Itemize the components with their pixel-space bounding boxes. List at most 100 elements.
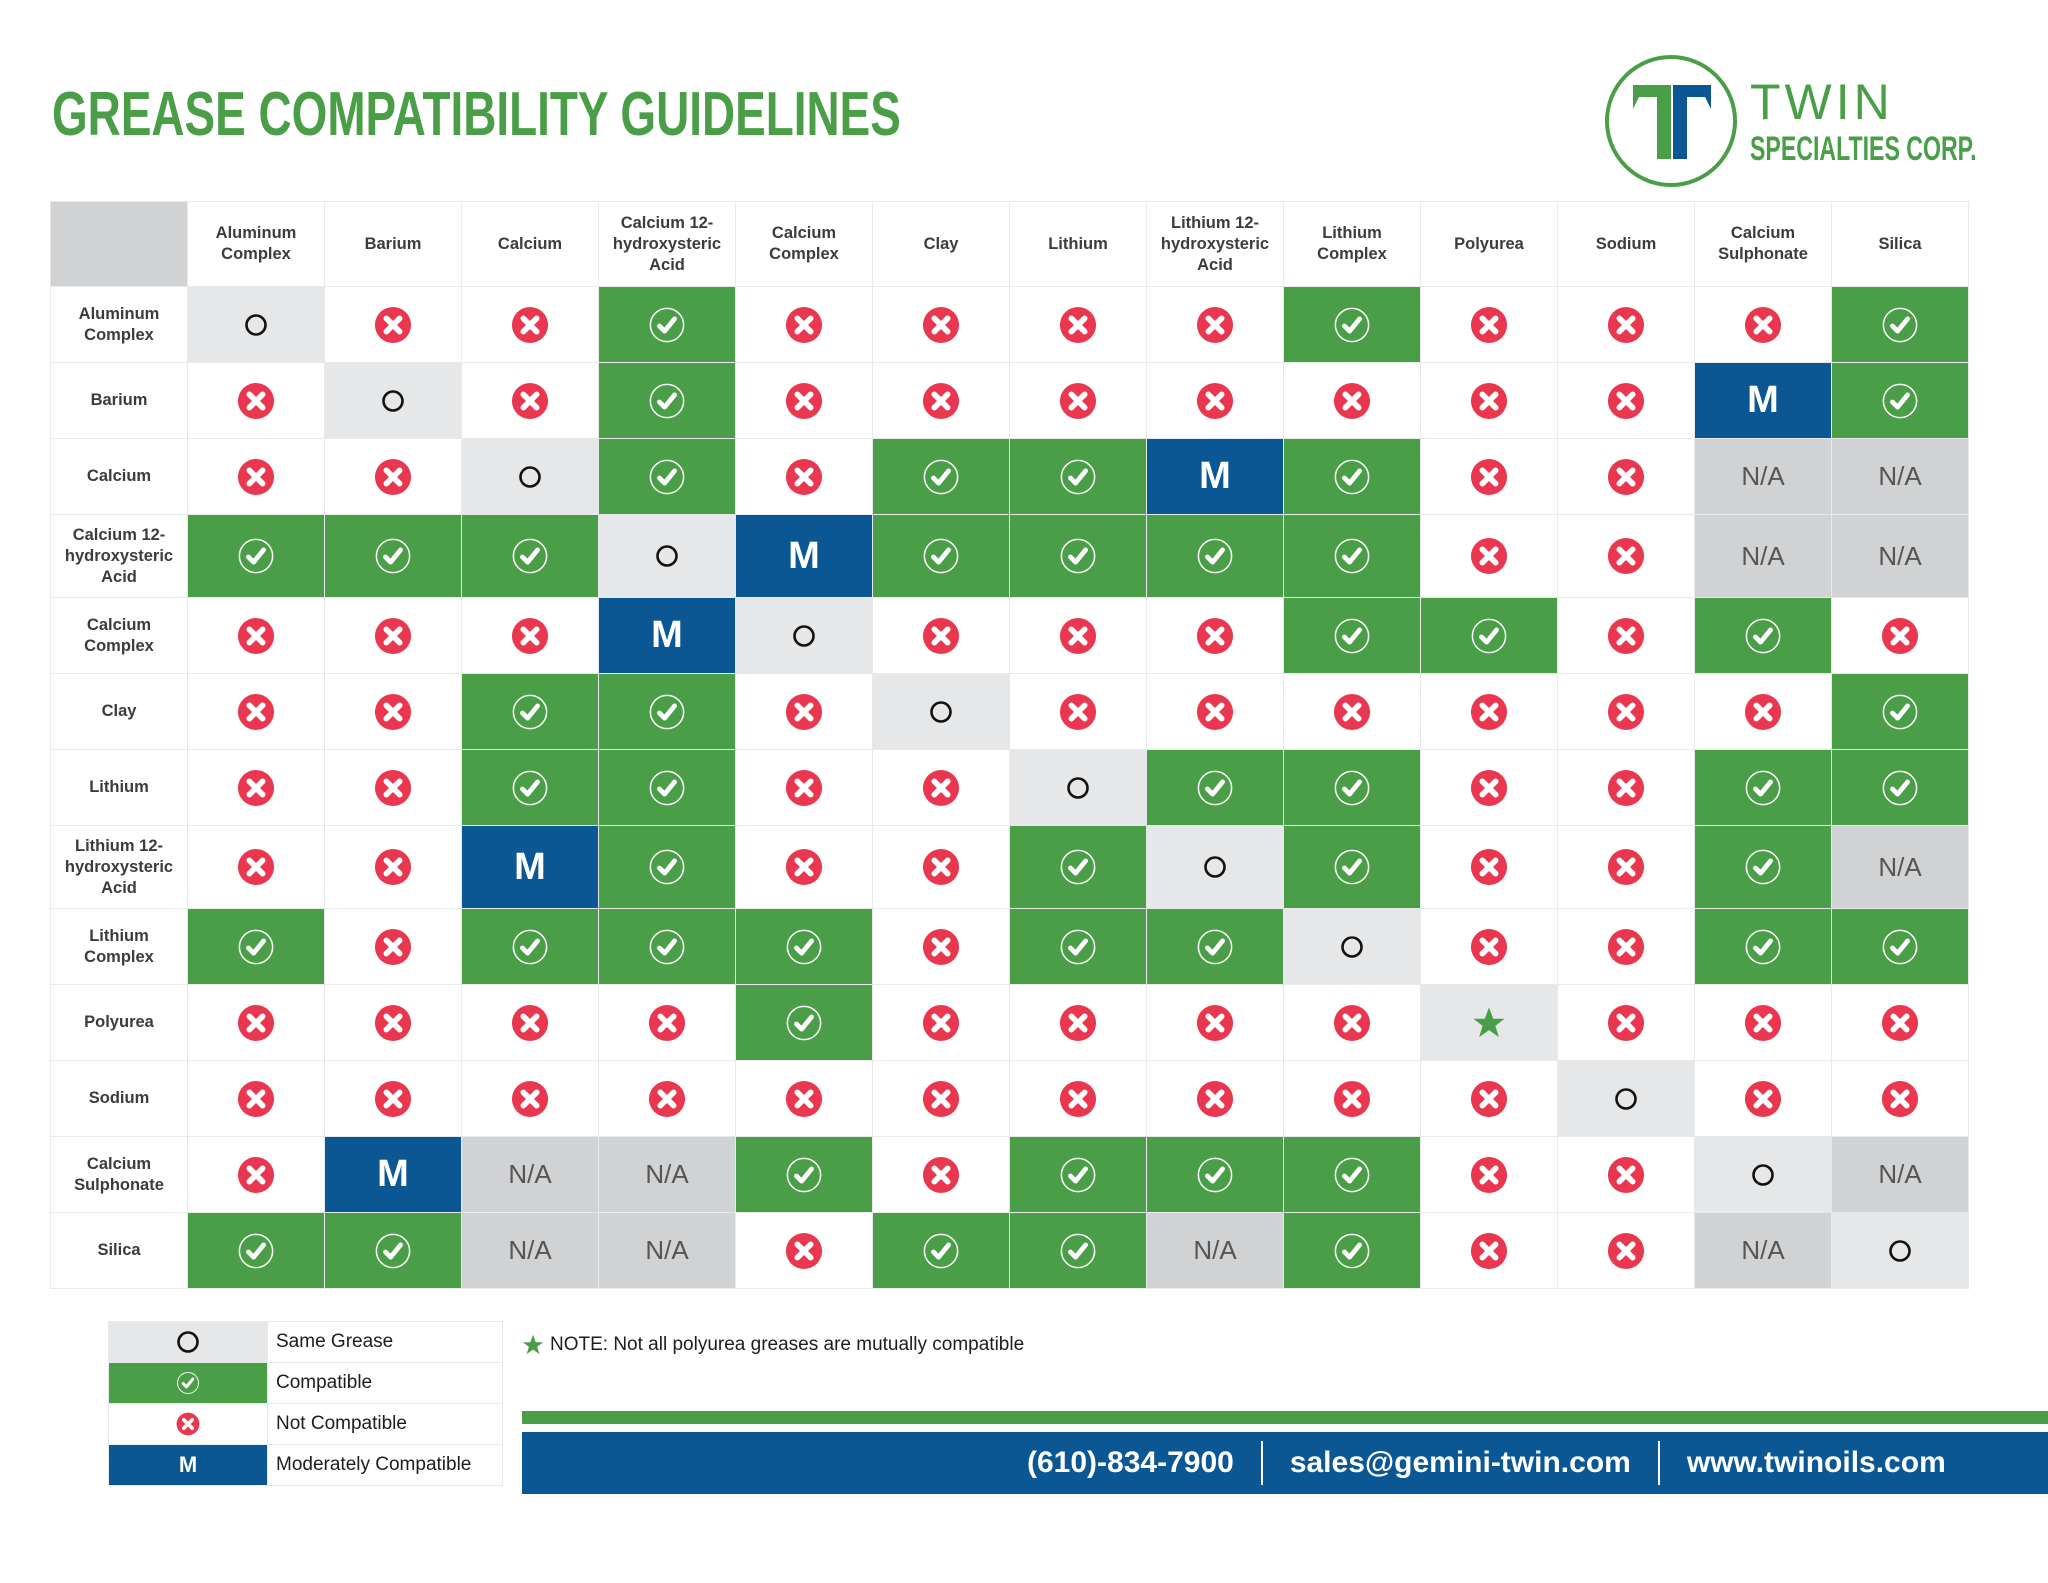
x-circle-icon	[1607, 848, 1645, 886]
check-circle-icon	[177, 1372, 199, 1394]
x-circle-icon	[237, 693, 275, 730]
grid-row: Lithium 12- hydroxysteric Acid M N/A	[50, 825, 1969, 909]
x-circle-icon	[1607, 1156, 1645, 1193]
cell-not-compatible	[1557, 984, 1695, 1061]
cell-compatible	[598, 673, 736, 750]
footer-email[interactable]: sales@gemini-twin.com	[1289, 1446, 1631, 1479]
cell-not-compatible	[598, 1060, 736, 1137]
x-circle-icon	[237, 1004, 275, 1041]
cell-not-compatible	[735, 362, 873, 439]
check-circle-icon	[1334, 618, 1370, 653]
footer-website[interactable]: www.twinoils.com	[1686, 1446, 1946, 1479]
open-circle-icon	[656, 545, 678, 567]
cell-compatible	[1146, 1136, 1284, 1213]
check-circle-icon	[786, 1157, 822, 1192]
row-header: Aluminum Complex	[50, 286, 188, 363]
footer-divider	[1260, 1441, 1263, 1485]
cell-not-compatible	[1420, 1136, 1558, 1213]
compatibility-grid: Aluminum Complex Barium Calcium Calcium 12- h…	[50, 201, 1969, 1289]
check-circle-icon	[1197, 929, 1233, 964]
x-circle-icon	[1059, 1080, 1097, 1117]
x-circle-icon	[1196, 1004, 1234, 1041]
cell-compatible	[598, 362, 736, 439]
cell-not-compatible	[1283, 362, 1421, 439]
cell-not-compatible	[1009, 286, 1147, 363]
x-circle-icon	[1333, 382, 1371, 419]
x-circle-icon	[374, 1080, 412, 1117]
cell-not-compatible	[1420, 825, 1558, 909]
cell-compatible	[872, 438, 1010, 515]
grid-row: Calcium M N/A N/A	[50, 438, 1969, 515]
check-circle-icon	[1745, 618, 1781, 653]
cell-not-compatible	[1694, 286, 1832, 363]
cell-not-compatible	[1557, 908, 1695, 985]
x-circle-icon	[1607, 537, 1645, 575]
cell-compatible	[1283, 749, 1421, 826]
column-header: Lithium	[1009, 201, 1147, 287]
grid-row: Lithium	[50, 749, 1969, 826]
cell-not-compatible	[1146, 984, 1284, 1061]
check-circle-icon	[1882, 929, 1918, 964]
grid-row: Calcium 12- hydroxysteric Acid M N/A N/A	[50, 514, 1969, 598]
cell-compatible	[1283, 286, 1421, 363]
cell-compatible	[461, 673, 599, 750]
moderate-symbol: M	[514, 845, 546, 888]
x-circle-icon	[1470, 537, 1508, 575]
cell-compatible	[1283, 514, 1421, 598]
cell-same-grease	[1009, 749, 1147, 826]
cell-same-grease	[461, 438, 599, 515]
grid-row: Calcium Complex M	[50, 597, 1969, 674]
cell-compatible	[461, 749, 599, 826]
cell-same-grease	[187, 286, 325, 363]
cell-not-compatible	[1831, 984, 1969, 1061]
cell-not-applicable: N/A	[1831, 514, 1969, 598]
check-circle-icon	[1197, 1157, 1233, 1192]
cell-compatible	[1283, 1136, 1421, 1213]
legend-swatch	[108, 1403, 268, 1445]
cell-moderately-compatible: M	[324, 1136, 462, 1213]
check-circle-icon	[1334, 538, 1370, 574]
cell-polyurea-note	[1420, 984, 1558, 1061]
cell-moderately-compatible: M	[1694, 362, 1832, 439]
x-circle-icon	[922, 382, 960, 419]
cell-not-compatible	[872, 286, 1010, 363]
na-symbol: N/A	[1878, 540, 1922, 571]
cell-not-compatible	[735, 438, 873, 515]
x-circle-icon	[1470, 458, 1508, 495]
grid-corner	[50, 201, 188, 287]
check-circle-icon	[1334, 770, 1370, 805]
cell-not-compatible	[735, 286, 873, 363]
x-circle-icon	[1470, 848, 1508, 886]
row-header: Calcium Complex	[50, 597, 188, 674]
cell-not-compatible	[872, 825, 1010, 909]
cell-compatible	[1420, 597, 1558, 674]
open-circle-icon	[1067, 776, 1089, 799]
x-circle-icon	[1470, 306, 1508, 343]
x-circle-icon	[511, 382, 549, 419]
check-circle-icon	[923, 1233, 959, 1268]
cell-compatible	[1146, 514, 1284, 598]
column-header: Calcium 12- hydroxysteric Acid	[598, 201, 736, 287]
cell-compatible	[1009, 825, 1147, 909]
x-circle-icon	[922, 848, 960, 886]
x-circle-icon	[1470, 1232, 1508, 1269]
cell-not-applicable: N/A	[1831, 1136, 1969, 1213]
x-circle-icon	[1607, 1004, 1645, 1041]
cell-not-compatible	[872, 749, 1010, 826]
cell-not-compatible	[1009, 1060, 1147, 1137]
cell-compatible	[1831, 749, 1969, 826]
row-header: Lithium Complex	[50, 908, 188, 985]
column-header: Clay	[872, 201, 1010, 287]
footer-divider	[1657, 1441, 1660, 1485]
column-header: Calcium	[461, 201, 599, 287]
cell-moderately-compatible: M	[461, 825, 599, 909]
legend-item: Not Compatible	[108, 1403, 503, 1445]
legend-label: Moderately Compatible	[267, 1444, 503, 1486]
cell-not-compatible	[872, 984, 1010, 1061]
open-circle-icon	[245, 313, 267, 336]
cell-not-compatible	[872, 1060, 1010, 1137]
check-circle-icon	[1334, 849, 1370, 885]
cell-compatible	[1694, 749, 1832, 826]
x-circle-icon	[1881, 1004, 1919, 1041]
cell-compatible	[1831, 362, 1969, 439]
